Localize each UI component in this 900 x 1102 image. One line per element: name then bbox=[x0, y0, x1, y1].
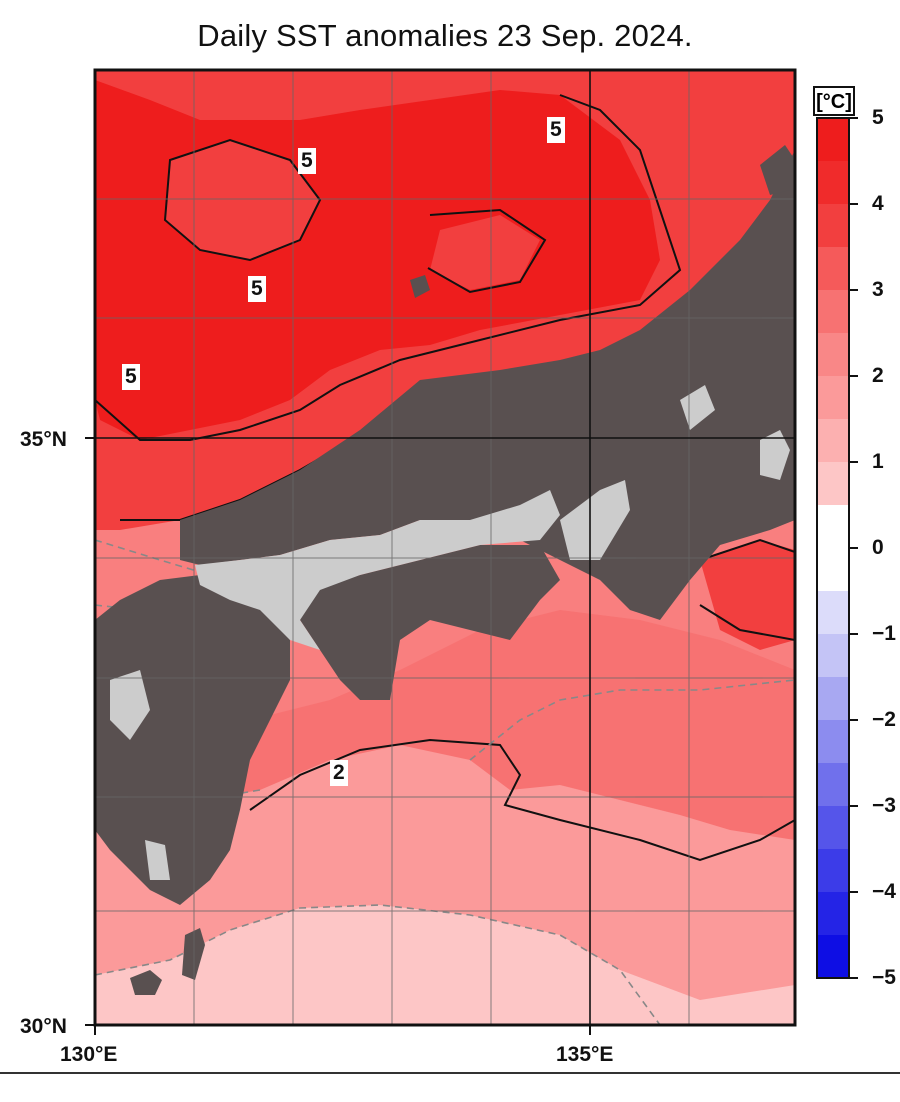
land-oki bbox=[410, 275, 430, 298]
land-noto bbox=[760, 145, 795, 195]
colorbar-tick-4: 4 bbox=[872, 192, 884, 215]
map-title: Daily SST anomalies 23 Sep. 2024. bbox=[197, 18, 693, 53]
colorbar-tick-neg1: −1 bbox=[872, 622, 896, 645]
contour-label: 5 bbox=[122, 364, 140, 390]
graticule bbox=[95, 70, 795, 1025]
contour-label: 5 bbox=[298, 148, 316, 174]
colorbar-tick-2: 2 bbox=[872, 364, 884, 387]
axis-ticks bbox=[85, 437, 591, 1035]
contour-label: 5 bbox=[248, 276, 266, 302]
colorbar bbox=[816, 117, 858, 979]
colorbar-tick-neg2: −2 bbox=[872, 708, 896, 731]
band-4-5-pocket bbox=[165, 140, 320, 260]
band-4-5-pocket-2 bbox=[430, 215, 540, 290]
lat-label-35n: 35°N bbox=[20, 428, 67, 451]
colorbar-tick-0: 0 bbox=[872, 536, 884, 559]
colorbar-tick-neg5: −5 bbox=[872, 966, 896, 989]
land bbox=[95, 145, 795, 995]
east-warm-patch bbox=[700, 540, 795, 650]
colorbar-unit: [°C] bbox=[813, 86, 855, 116]
colorbar-tick-neg3: −3 bbox=[872, 794, 896, 817]
major-graticule bbox=[95, 70, 795, 1025]
colorbar-tick-neg4: −4 bbox=[872, 880, 896, 903]
colorbar-tick-1: 1 bbox=[872, 450, 884, 473]
contour-label: 5 bbox=[547, 117, 565, 143]
map-frame bbox=[93, 68, 797, 1027]
anomaly-field bbox=[95, 70, 795, 1025]
land-yakushima bbox=[130, 970, 162, 995]
colorbar-tick-5: 5 bbox=[872, 106, 884, 129]
lat-label-30n: 30°N bbox=[20, 1015, 67, 1038]
inland-sea bbox=[110, 385, 790, 880]
lon-label-135e: 135°E bbox=[556, 1043, 614, 1066]
colorbar-tick-3: 3 bbox=[872, 278, 884, 301]
contour-label: 2 bbox=[330, 760, 348, 786]
lon-label-130e: 130°E bbox=[60, 1043, 118, 1066]
bottom-rule bbox=[0, 1072, 900, 1074]
land-honshu bbox=[180, 150, 795, 620]
land-shikoku bbox=[300, 545, 560, 700]
land-kyushu bbox=[95, 575, 290, 905]
